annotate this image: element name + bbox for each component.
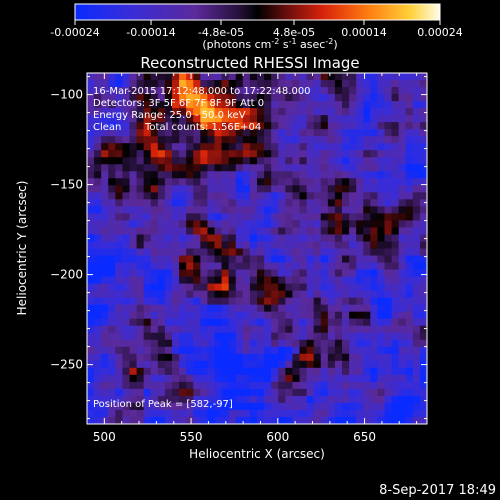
chart-title: Reconstructed RHESSI Image: [140, 54, 359, 72]
x-tick-label: 600: [266, 430, 289, 444]
y-tick-label: −150: [50, 178, 83, 192]
x-axis: 500 550 600 650: [86, 73, 418, 444]
heatmap-image: [87, 73, 427, 424]
colorbar-tick-label: -0.00024: [50, 26, 99, 39]
annotations: 16-Mar-2015 17:12:48.000 to 17:22:48.000…: [93, 86, 311, 410]
annotation-time-range: 16-Mar-2015 17:12:48.000 to 17:22:48.000: [93, 86, 311, 97]
annotation-detectors: Detectors: 3F 5F 6F 7F 8F 9F Att 0: [93, 98, 264, 109]
colorbar-tick-label: 4.8e-05: [273, 26, 315, 39]
annotation-peak-position: Position of Peak = [582,-97]: [93, 399, 233, 410]
colorbar-tick-label: 0.00014: [341, 26, 387, 39]
y-axis: −100 −150 −200 −250: [50, 76, 427, 420]
colorbar: -0.00024 -0.00014 -4.8e-05 4.8e-05 0.00014 0.…: [50, 3, 463, 51]
annotation-method: Clean: [93, 122, 121, 133]
x-axis-label: Heliocentric X (arcsec): [189, 447, 325, 461]
colorbar-tick-label: -0.00014: [126, 26, 175, 39]
x-tick-label: 650: [353, 430, 376, 444]
colorbar-tick-label: -4.8e-05: [198, 26, 244, 39]
colorbar-ticks: -0.00024 -0.00014 -4.8e-05 4.8e-05 0.00014 0.…: [50, 20, 463, 39]
y-tick-label: −200: [50, 268, 83, 282]
y-tick-label: −100: [50, 88, 83, 102]
y-axis-label: Heliocentric Y (arcsec): [15, 181, 29, 316]
x-tick-label: 550: [180, 430, 203, 444]
plot-frame: [86, 72, 428, 425]
x-tick-label: 500: [93, 430, 116, 444]
footer-timestamp: 8-Sep-2017 18:49: [379, 483, 496, 498]
y-tick-label: −250: [50, 358, 83, 372]
annotation-energy-range: Energy Range: 25.0 - 50.0 keV: [93, 110, 246, 121]
colorbar-units-label: (photons cm-2 s-1 asec-2): [202, 37, 337, 51]
annotation-total-counts: Total counts: 1.56E+04: [144, 122, 261, 133]
colorbar-gradient: [74, 3, 441, 21]
colorbar-tick-label: 0.00024: [417, 26, 463, 39]
